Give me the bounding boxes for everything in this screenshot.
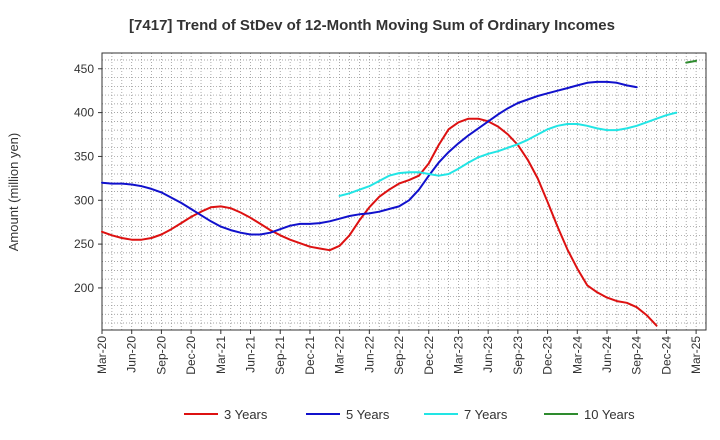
- x-tick-label: Jun-22: [362, 336, 376, 373]
- y-axis-label: Amount (million yen): [6, 133, 21, 252]
- x-tick-label: Jun-23: [481, 336, 495, 373]
- x-tick-label: Mar-20: [95, 336, 109, 374]
- legend-item-7-years: 7 Years: [424, 407, 508, 422]
- legend-label: 7 Years: [464, 407, 508, 422]
- x-tick-label: Dec-24: [659, 336, 673, 375]
- legend-item-10-years: 10 Years: [544, 407, 635, 422]
- series-line-3-years: [101, 117, 658, 327]
- x-tick-label: Dec-21: [303, 336, 317, 375]
- x-tick-label: Sep-20: [154, 336, 168, 375]
- plot-area: [101, 52, 707, 331]
- x-tick-label: Sep-21: [273, 336, 287, 375]
- x-axis-ticks: Mar-20 Jun-20 Sep-20 Dec-20 Mar-21 Jun-21 Sep-…: [95, 330, 720, 375]
- legend-label: 5 Years: [346, 407, 390, 422]
- y-axis-ticks: 200 250 300 350 400 450: [74, 62, 102, 295]
- grid: [101, 53, 707, 330]
- x-tick-label: Mar-21: [214, 336, 228, 374]
- y-tick-label: 400: [74, 106, 94, 120]
- series-line-5-years: [101, 80, 638, 236]
- x-tick-label: Mar-24: [570, 336, 584, 374]
- y-tick-label: 350: [74, 149, 94, 163]
- y-tick-label: 250: [74, 237, 94, 251]
- x-tick-label: Jun-21: [244, 336, 258, 373]
- x-tick-label: Sep-23: [511, 336, 525, 375]
- x-tick-label: Jun-25: [719, 336, 720, 373]
- x-tick-label: Dec-23: [541, 336, 555, 375]
- x-tick-label: Dec-20: [184, 336, 198, 375]
- y-tick-label: 450: [74, 62, 94, 76]
- y-tick-label: 300: [74, 193, 94, 207]
- legend-item-3-years: 3 Years: [184, 407, 268, 422]
- x-tick-label: Jun-20: [125, 336, 139, 373]
- y-tick-label: 200: [74, 281, 94, 295]
- x-tick-label: Mar-25: [689, 336, 703, 374]
- chart-title: [7417] Trend of StDev of 12-Month Moving…: [129, 17, 615, 34]
- legend-label: 3 Years: [224, 407, 268, 422]
- x-tick-label: Sep-24: [630, 336, 644, 375]
- series-line-10-years: [685, 59, 698, 64]
- x-tick-label: Mar-22: [333, 336, 347, 374]
- legend: 3 Years 5 Years 7 Years 10 Years: [184, 407, 635, 422]
- series: [101, 59, 698, 327]
- legend-label: 10 Years: [584, 407, 635, 422]
- x-tick-label: Sep-22: [392, 336, 406, 375]
- x-tick-label: Mar-23: [451, 336, 465, 374]
- legend-item-5-years: 5 Years: [306, 407, 390, 422]
- x-tick-label: Jun-24: [600, 336, 614, 373]
- x-tick-label: Dec-22: [422, 336, 436, 375]
- series-line-7-years: [338, 111, 678, 197]
